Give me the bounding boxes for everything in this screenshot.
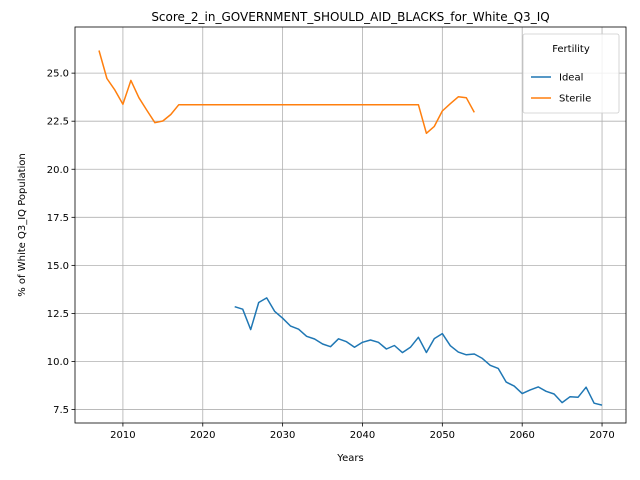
legend-title: Fertility bbox=[552, 44, 590, 55]
chart-title: Score_2_in_GOVERNMENT_SHOULD_AID_BLACKS_… bbox=[151, 10, 549, 24]
y-tick-label-20.0: 20.0 bbox=[47, 165, 69, 176]
legend: Fertility Ideal Sterile bbox=[522, 33, 620, 114]
axis-ticks: 2010 2020 2030 2040 2050 2060 2070 7.5 10.0 12.5 1… bbox=[47, 69, 615, 441]
y-axis-label: % of White Q3_IQ Population bbox=[17, 153, 28, 297]
y-tick-label-15.0: 15.0 bbox=[47, 261, 69, 272]
legend-label-ideal: Ideal bbox=[559, 73, 583, 84]
x-tick-label-2060: 2060 bbox=[509, 430, 534, 441]
legend-box bbox=[522, 33, 620, 114]
x-tick-label-2020: 2020 bbox=[190, 430, 215, 441]
x-axis-label: Years bbox=[336, 453, 363, 464]
plot-frame bbox=[74, 26, 627, 424]
y-tick-label-17.5: 17.5 bbox=[47, 213, 69, 224]
y-tick-label-10.0: 10.0 bbox=[47, 357, 69, 368]
x-tick-label-2050: 2050 bbox=[430, 430, 455, 441]
grid bbox=[75, 27, 626, 423]
y-tick-label-22.5: 22.5 bbox=[47, 117, 69, 128]
y-tick-label-25.0: 25.0 bbox=[47, 69, 69, 80]
x-tick-label-2040: 2040 bbox=[350, 430, 375, 441]
x-tick-label-2070: 2070 bbox=[589, 430, 614, 441]
legend-items: Ideal Sterile bbox=[531, 73, 591, 105]
series-lines bbox=[98, 50, 603, 406]
x-tick-label-2010: 2010 bbox=[110, 430, 135, 441]
legend-label-sterile: Sterile bbox=[559, 94, 591, 105]
x-tick-label-2030: 2030 bbox=[270, 430, 295, 441]
series-line-ideal bbox=[234, 297, 603, 406]
series-line-sterile bbox=[98, 50, 475, 135]
y-tick-label-7.5: 7.5 bbox=[53, 405, 69, 416]
y-tick-label-12.5: 12.5 bbox=[47, 309, 69, 320]
